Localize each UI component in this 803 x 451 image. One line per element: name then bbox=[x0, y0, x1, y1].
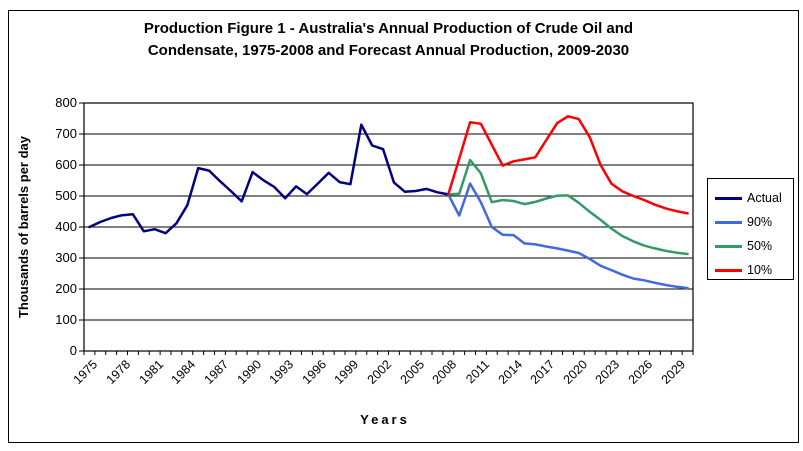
legend-label-50pct: 50% bbox=[747, 239, 773, 253]
legend-item-actual: Actual bbox=[708, 186, 793, 210]
series-line-10pct bbox=[447, 115, 689, 215]
legend-line-sample-10pct bbox=[715, 268, 742, 272]
y-axis-title: Thousands of barrels per day bbox=[15, 135, 31, 319]
chart-title-line-1: Production Figure 1 - Australia's Annual… bbox=[143, 20, 634, 37]
series-line-90pct bbox=[447, 182, 689, 290]
legend: Actual 90% 50% 10% bbox=[707, 178, 794, 280]
legend-line-sample-actual bbox=[715, 196, 742, 200]
legend-label-actual: Actual bbox=[747, 191, 782, 205]
legend-label-90pct: 90% bbox=[747, 215, 773, 229]
legend-item-90pct: 90% bbox=[708, 210, 793, 234]
legend-label-10pct: 10% bbox=[747, 263, 773, 277]
chart-title-line-2: Condensate, 1975-2008 and Forecast Annua… bbox=[147, 42, 630, 59]
series-line-50pct bbox=[447, 158, 689, 256]
series-line-actual bbox=[88, 123, 450, 235]
chart-title: Production Figure 1 - Australia's Annual… bbox=[84, 18, 693, 62]
legend-line-sample-90pct bbox=[715, 220, 742, 224]
x-axis-title: Years bbox=[360, 412, 410, 427]
legend-item-50pct: 50% bbox=[708, 234, 793, 258]
legend-item-10pct: 10% bbox=[708, 258, 793, 282]
legend-line-sample-50pct bbox=[715, 244, 742, 248]
